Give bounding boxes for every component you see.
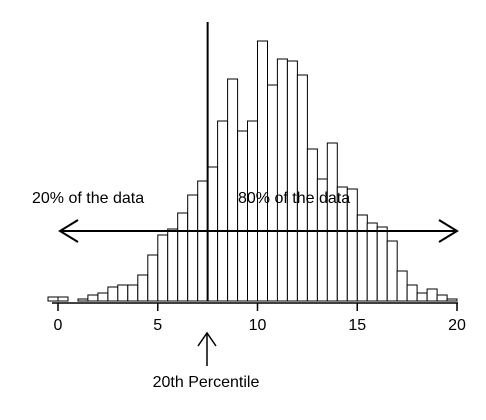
histogram-bar [237,130,249,302]
x-ticks-group: 0 5 10 15 20 [54,303,466,334]
histogram-bar [107,286,119,302]
histogram-bar [47,296,59,302]
data-split-arrow [58,219,459,243]
histogram-bar [157,234,169,302]
histogram-bar [446,298,458,302]
histogram-bar [177,212,189,302]
histogram-bar [396,270,408,302]
histogram-bar [217,120,229,302]
histogram-bar [276,58,288,302]
histogram-bar [77,298,89,302]
histogram-bar [426,288,438,302]
histogram-bar [87,294,99,302]
histogram-bar [97,292,109,302]
histogram-bar [326,142,338,302]
right-annotation: 80% of the data [238,190,350,207]
histogram-bar [57,296,69,302]
left-annotation: 20% of the data [32,190,144,207]
histogram-bar [247,120,258,302]
x-tick-label: 10 [249,317,267,334]
histogram-bar [406,284,418,302]
histogram-bar [296,74,308,302]
percentile-label: 20th Percentile [153,374,260,391]
x-tick-label: 15 [348,317,366,334]
histogram-bar [207,166,219,302]
histogram-bar [127,284,139,302]
x-tick-label: 0 [54,317,63,334]
histogram-bar [167,228,179,302]
histogram-bar [386,240,398,302]
x-tick-label: 20 [448,317,466,334]
histogram-bar [227,78,239,302]
histogram-bar [436,294,448,302]
histogram-bar [366,222,378,302]
histogram-bar [286,60,298,302]
histogram-bar [117,284,129,302]
x-tick-label: 5 [153,317,162,334]
histogram-bar [257,40,268,302]
histogram-bar [306,148,318,302]
percentile-pointer-arrow [197,331,217,366]
histogram-bar [147,254,159,302]
histogram-bar [197,180,209,302]
histogram-bar [187,194,199,302]
bars-group [47,40,458,302]
histogram-bar [376,226,388,302]
histogram-bar [137,274,149,302]
histogram-bar [356,214,368,302]
histogram-bar [416,292,428,302]
